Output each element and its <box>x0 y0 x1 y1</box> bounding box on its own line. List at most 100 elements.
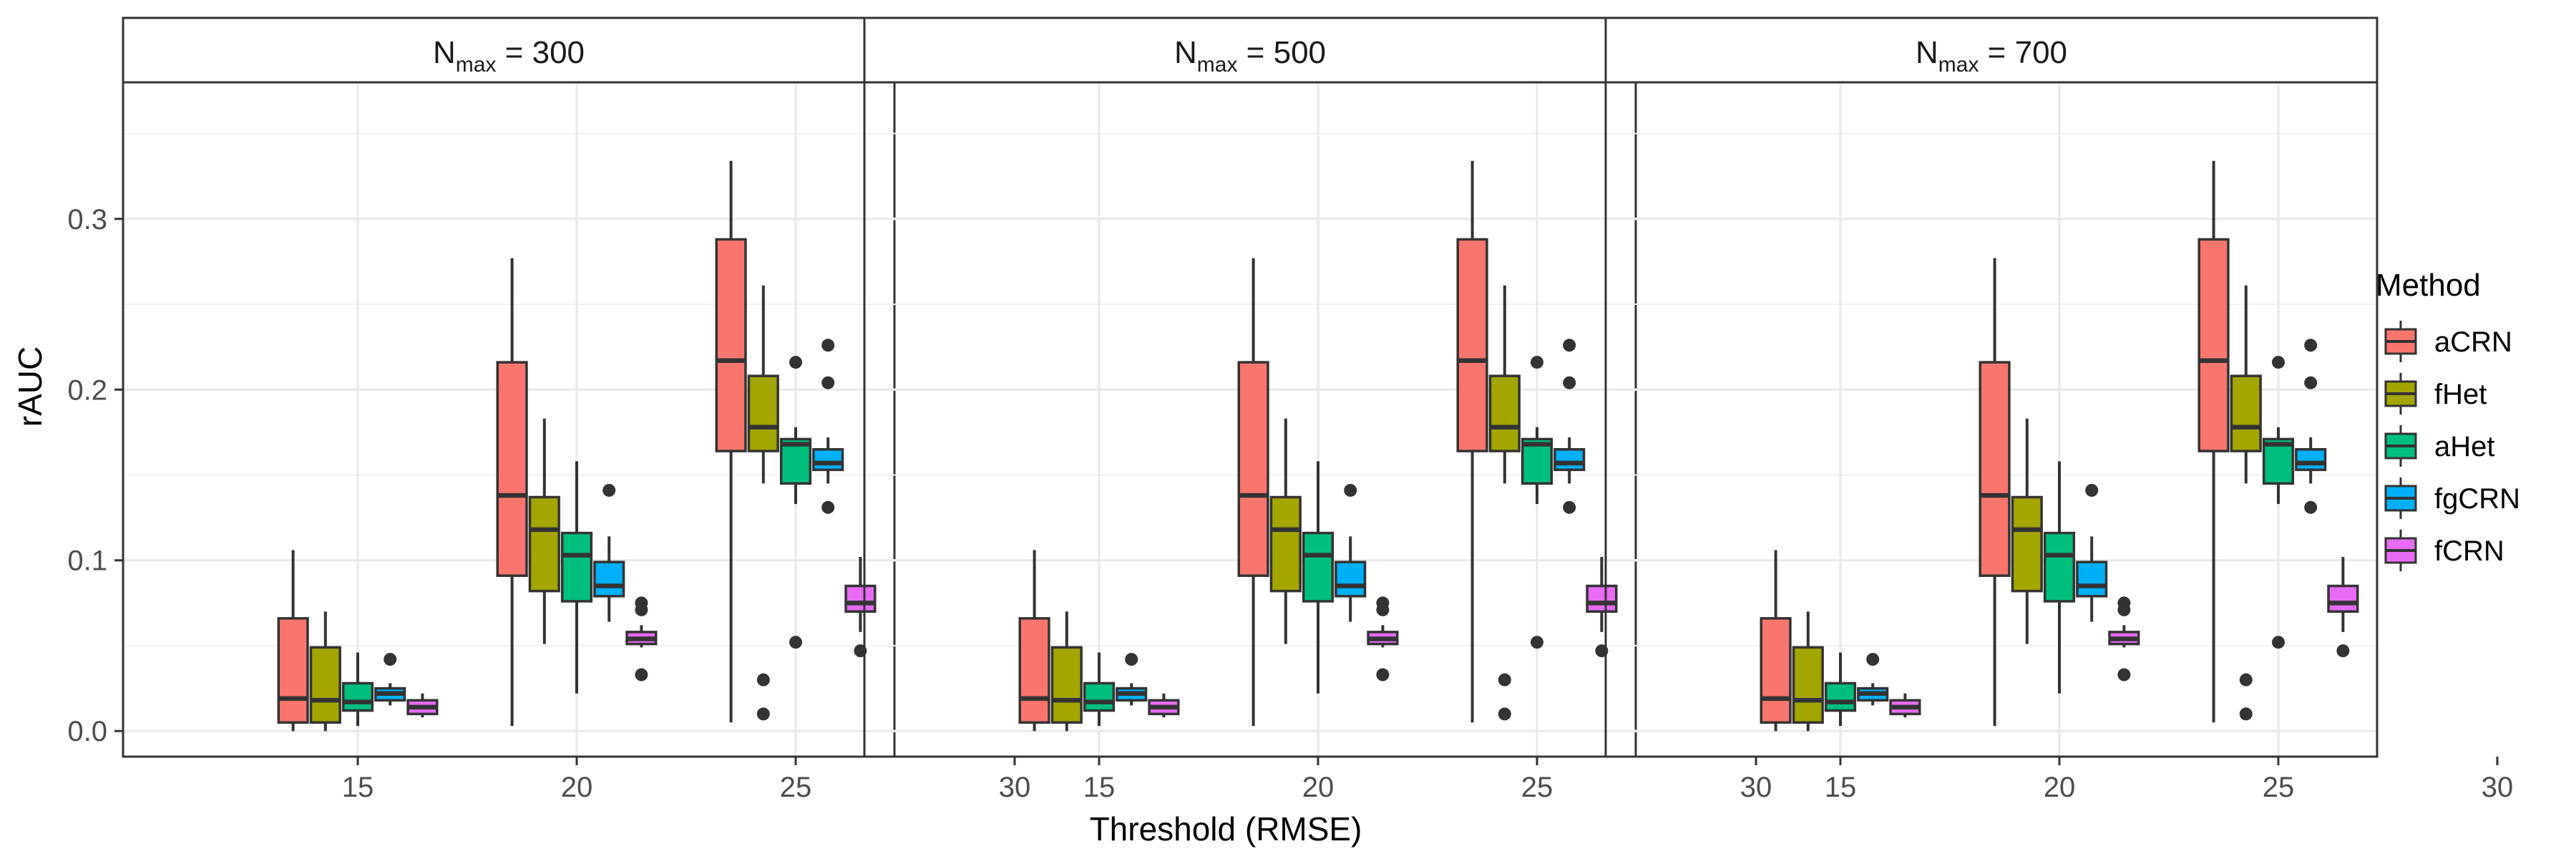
box-aHet-15 <box>1083 652 1116 727</box>
legend-label: fCRN <box>2434 535 2504 567</box>
box-aCRN-20 <box>496 258 528 727</box>
box-body <box>528 495 560 593</box>
facet-strip-label: Nmax = 500 <box>1174 35 1326 77</box>
box-fCRN-15 <box>1148 693 1180 718</box>
outlier-point <box>756 673 770 686</box>
outlier-point <box>2117 668 2131 681</box>
outlier-point <box>1563 500 1576 514</box>
legend-label: fgCRN <box>2434 483 2520 515</box>
outlier-point <box>2272 356 2285 369</box>
legend-item-fgCRN: fgCRN <box>2384 477 2520 519</box>
facet-panel-1: Nmax = 300 15 20 25 30 <box>122 16 1031 803</box>
outlier-point <box>2085 483 2099 497</box>
box-fHet-15 <box>1050 611 1083 732</box>
box-fgCRN-15 <box>1857 653 1889 706</box>
box-body <box>1792 646 1824 724</box>
facet-strip-label: Nmax = 700 <box>1916 35 2067 77</box>
box-body <box>1488 374 1521 452</box>
box-fHet-20 <box>528 418 560 644</box>
outlier-point <box>2117 603 2131 616</box>
x-tick-label: 30 <box>999 772 1031 803</box>
box-body <box>1083 681 1116 712</box>
box-fgCRN-25 <box>2295 339 2327 514</box>
box-aCRN-25 <box>1456 160 1488 723</box>
x-tick-label: 25 <box>2263 772 2295 803</box>
box-body <box>747 374 779 452</box>
x-tick-label: 20 <box>1302 772 1335 803</box>
box-aHet-25 <box>2262 356 2295 649</box>
box-body <box>1335 560 1367 598</box>
box-aCRN-15 <box>1018 550 1050 732</box>
box-aHet-25 <box>1521 356 1553 649</box>
box-body <box>1269 495 1302 593</box>
box-fgCRN-25 <box>1553 339 1586 514</box>
legend: Method aCRN fHet aHet fgCRN fCRN <box>2376 268 2520 571</box>
outlier-point <box>1563 339 1576 352</box>
box-body <box>1018 617 1050 724</box>
facet-plot-area <box>1606 82 2377 757</box>
legend-item-fHet: fHet <box>2384 373 2487 414</box>
y-tick-label: 0.3 <box>67 204 107 236</box>
outlier-point <box>1498 673 1511 686</box>
box-body <box>2011 495 2043 593</box>
outlier-point <box>821 339 835 352</box>
facet-strip <box>122 16 896 84</box>
outlier-point <box>2304 376 2318 389</box>
box-body <box>844 584 877 613</box>
box-fHet-25 <box>2230 285 2262 721</box>
box-body <box>812 447 844 472</box>
box-fHet-15 <box>1792 611 1824 732</box>
outlier-point <box>756 707 770 721</box>
box-aHet-20 <box>2043 461 2076 694</box>
outlier-point <box>1866 653 1880 666</box>
panel-border <box>1604 81 2379 758</box>
box-body <box>1586 584 1618 613</box>
box-body <box>1824 681 1857 712</box>
box-body <box>2197 238 2230 452</box>
box-body <box>1302 531 1335 603</box>
outlier-point <box>1531 636 1543 649</box>
box-body <box>715 238 747 452</box>
outlier-point <box>1376 603 1390 616</box>
box-fHet-15 <box>309 611 341 732</box>
box-aHet-20 <box>560 461 593 694</box>
facet-strip-label: Nmax = 300 <box>433 35 585 77</box>
outlier-point <box>2304 500 2318 514</box>
outlier-point <box>1344 483 1357 497</box>
outlier-point <box>821 376 835 389</box>
box-body <box>1456 238 1488 452</box>
panel-border <box>122 81 896 758</box>
facet-panel-3: Nmax = 700 15 20 25 30 <box>1604 16 2514 803</box>
outlier-point <box>821 500 835 514</box>
box-fgCRN-20 <box>2076 483 2108 622</box>
outlier-point <box>2304 339 2318 352</box>
outlier-point <box>1563 376 1576 389</box>
box-body <box>1237 361 1269 577</box>
x-tick-label: 15 <box>1083 772 1116 803</box>
outlier-point <box>1498 707 1511 721</box>
y-tick-label: 0.2 <box>67 374 107 406</box>
box-body <box>341 681 374 712</box>
box-aCRN-15 <box>1760 550 1792 732</box>
facet-strip <box>863 16 1637 84</box>
x-tick-label: 20 <box>561 772 593 803</box>
box-body <box>1979 361 2011 577</box>
legend-item-aCRN: aCRN <box>2384 321 2512 362</box>
box-body <box>593 560 625 598</box>
facet-panel-2: Nmax = 500 15 20 25 30 <box>863 16 1772 803</box>
x-tick-label: 30 <box>2482 772 2514 803</box>
box-body <box>1760 617 1792 724</box>
box-aCRN-20 <box>1237 258 1269 727</box>
y-axis: 0.0 0.1 0.2 0.3 <box>67 204 123 747</box>
box-aHet-15 <box>341 652 374 727</box>
box-aCRN-25 <box>715 160 747 723</box>
outlier-point <box>2239 707 2253 721</box>
outlier-point <box>384 653 397 666</box>
legend-label: fHet <box>2434 379 2487 410</box>
outlier-point <box>789 636 802 649</box>
box-body <box>496 361 528 577</box>
box-aCRN-25 <box>2197 160 2230 723</box>
legend-label: aCRN <box>2434 326 2512 358</box>
